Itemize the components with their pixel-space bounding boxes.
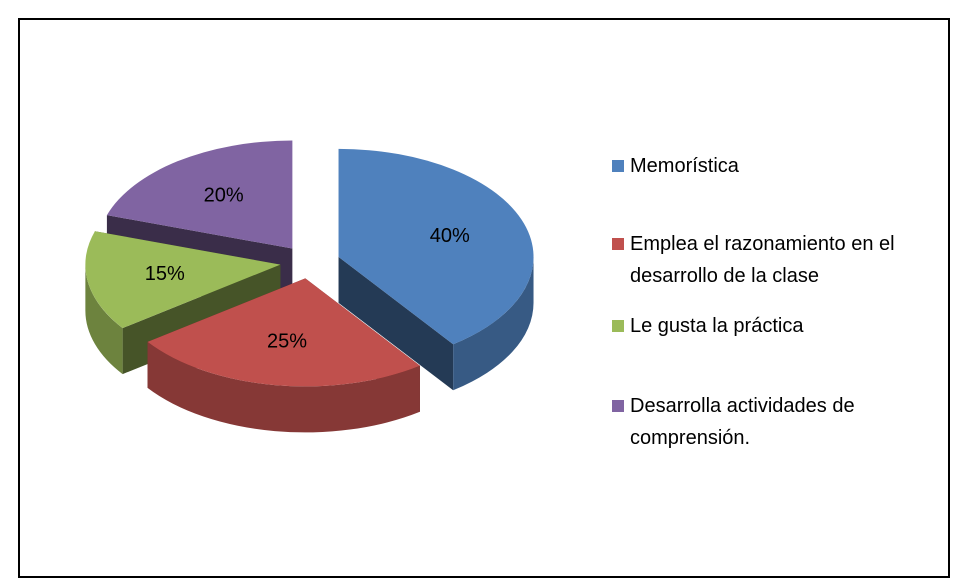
slice-wall xyxy=(85,264,123,375)
pie-slice xyxy=(147,278,420,387)
slice-wall xyxy=(453,256,534,391)
data-label: 25% xyxy=(267,331,307,353)
legend-label: Emplea el razonamiento en el desarrollo … xyxy=(630,233,895,287)
legend-item: Memorística xyxy=(612,150,942,182)
legend-label: Desarrolla actividades de comprensión. xyxy=(630,395,855,449)
slice-wall xyxy=(147,341,420,433)
legend-swatch xyxy=(612,400,624,412)
data-label: 20% xyxy=(204,184,244,206)
slice-side xyxy=(338,256,454,391)
legend-label: Memorística xyxy=(630,155,739,177)
legend-swatch xyxy=(612,160,624,172)
data-label: 15% xyxy=(145,263,185,285)
data-label: 40% xyxy=(430,225,470,247)
pie-slice xyxy=(106,140,293,249)
pie-slice xyxy=(85,231,281,329)
legend-label: Le gusta la práctica xyxy=(630,315,804,337)
legend-swatch xyxy=(612,238,624,250)
legend: Memorística Emplea el razonamiento en el … xyxy=(612,150,942,454)
legend-item: Le gusta la práctica xyxy=(612,310,942,342)
legend-item: Emplea el razonamiento en el desarrollo … xyxy=(612,228,942,292)
legend-swatch xyxy=(612,320,624,332)
pie-slice xyxy=(338,148,534,345)
legend-item: Desarrolla actividades de comprensión. xyxy=(612,390,942,454)
chart-border xyxy=(18,18,950,578)
